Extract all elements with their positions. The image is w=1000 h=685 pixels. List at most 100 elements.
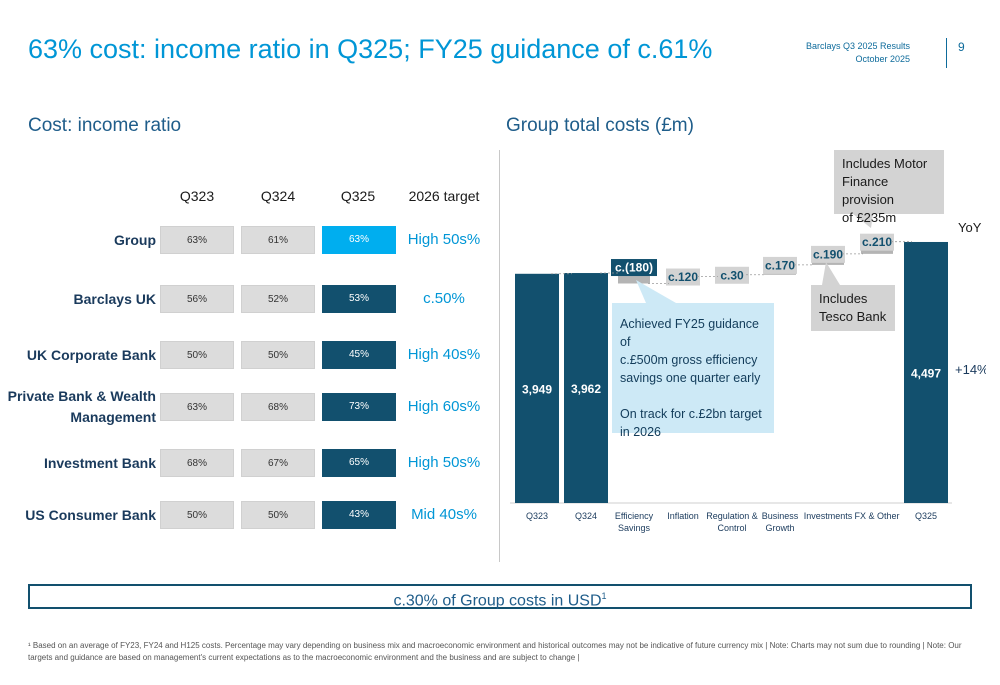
cir-target: High 40s% bbox=[407, 346, 481, 363]
row-label-line: Barclays UK bbox=[73, 290, 157, 307]
row-label-line: Management bbox=[70, 409, 156, 425]
category-label: Q324 bbox=[575, 511, 597, 521]
tesco-callout-line: Tesco Bank bbox=[819, 309, 887, 324]
row-label: US Consumer Bank bbox=[0, 505, 156, 526]
row-label-line: US Consumer Bank bbox=[25, 506, 156, 523]
tesco-callout: Includes Tesco Bank bbox=[811, 285, 895, 331]
cir-target: High 60s% bbox=[407, 398, 481, 415]
cir-target: Mid 40s% bbox=[411, 506, 477, 523]
usd-costs-banner: c.30% of Group costs in USD1 bbox=[28, 584, 972, 609]
efficiency-callout-line: savings one quarter early bbox=[620, 371, 761, 385]
yoy-header: YoY bbox=[958, 220, 982, 235]
efficiency-callout-pointer bbox=[636, 280, 676, 303]
cir-cell-q323: 63% bbox=[160, 226, 234, 254]
efficiency-callout-line: Achieved FY25 guidance of bbox=[620, 317, 759, 349]
row-label-line: Group bbox=[114, 231, 156, 248]
cir-cell-q324: 52% bbox=[241, 285, 315, 313]
group-costs-waterfall-chart: 3,949 3,962 c.(180) c.120 c.30 c.170 c.190 c.21… bbox=[510, 214, 986, 533]
column-header: Q324 bbox=[260, 188, 296, 204]
cir-cell-q325: 65% bbox=[322, 449, 396, 477]
step-bar bbox=[618, 273, 650, 284]
cir-cell-q325: 43% bbox=[322, 501, 396, 529]
row-label-line: UK Corporate Bank bbox=[26, 346, 156, 363]
total-bar-label: 3,962 bbox=[571, 382, 601, 396]
column-header: 2026 target bbox=[408, 188, 480, 204]
cir-cell-q324: 67% bbox=[241, 449, 315, 477]
category-label: Investments bbox=[804, 511, 853, 521]
cir-cell-q323: 63% bbox=[160, 393, 234, 421]
tesco-callout-line: Includes bbox=[819, 291, 868, 306]
cir-cell-q323: 50% bbox=[160, 501, 234, 529]
row-label-line: Private Bank & Wealth bbox=[7, 388, 156, 404]
cir-cell-q324: 68% bbox=[241, 393, 315, 421]
costs-section-title: Group total costs (£m) bbox=[506, 115, 694, 136]
cir-cell-q324: 61% bbox=[241, 226, 315, 254]
motor-callout-line: Includes Motor bbox=[842, 156, 928, 171]
step-label: c.190 bbox=[813, 247, 843, 261]
cir-cell-q325: 73% bbox=[322, 393, 396, 421]
category-label: Inflation bbox=[667, 511, 699, 521]
total-bar bbox=[564, 273, 608, 503]
cir-target: c.50% bbox=[423, 290, 465, 307]
total-bar-label: 3,949 bbox=[522, 382, 552, 396]
cir-cell-q325: 45% bbox=[322, 341, 396, 369]
row-label: Private Bank & Wealth Management bbox=[0, 386, 156, 428]
step-label-box bbox=[811, 245, 845, 263]
category-label: FX & Other bbox=[854, 511, 899, 521]
doc-name: Barclays Q3 2025 Results bbox=[805, 41, 910, 51]
motor-callout-line: of £235m bbox=[842, 210, 897, 225]
cir-cell-q325: 63% bbox=[322, 226, 396, 254]
total-bar bbox=[515, 273, 559, 503]
step-label: c.120 bbox=[668, 270, 698, 284]
category-label: Growth bbox=[765, 523, 794, 533]
usd-banner-text: c.30% of Group costs in USD bbox=[393, 592, 602, 610]
cir-cell-q323: 56% bbox=[160, 285, 234, 313]
total-bar-label: 4,497 bbox=[911, 366, 941, 380]
step-label-box bbox=[763, 256, 797, 274]
category-label: Efficiency bbox=[615, 511, 654, 521]
cir-cell-q324: 50% bbox=[241, 341, 315, 369]
efficiency-callout-line: in 2026 bbox=[620, 425, 662, 439]
doc-date: October 2025 bbox=[855, 54, 910, 64]
cir-cell-q324: 50% bbox=[241, 501, 315, 529]
footnote: ¹ Based on an average of FY23, FY24 and … bbox=[28, 641, 962, 662]
row-label-line: Investment Bank bbox=[43, 454, 156, 471]
page-title: 63% cost: income ratio in Q325; FY25 gui… bbox=[28, 34, 713, 64]
category-label: Q323 bbox=[526, 511, 548, 521]
cir-cell-q323: 68% bbox=[160, 449, 234, 477]
step-label: c.210 bbox=[862, 235, 892, 249]
header-separator bbox=[946, 38, 947, 68]
column-header: Q323 bbox=[179, 188, 215, 204]
category-label: Regulation & bbox=[706, 511, 758, 521]
step-label-box bbox=[611, 259, 657, 277]
step-label: c.(180) bbox=[615, 261, 653, 275]
page-number: 9 bbox=[958, 40, 965, 54]
step-label: c.30 bbox=[720, 268, 744, 282]
cir-cell-q325: 53% bbox=[322, 285, 396, 313]
efficiency-callout-line: c.£500m gross efficiency bbox=[620, 353, 758, 367]
header-doc-info: Barclays Q3 2025 Results October 2025 bbox=[806, 40, 910, 66]
row-label: UK Corporate Bank bbox=[0, 345, 156, 366]
category-label: Q325 bbox=[915, 511, 937, 521]
motor-callout-pointer bbox=[853, 214, 873, 228]
row-label: Barclays UK bbox=[0, 289, 157, 310]
category-label: Business bbox=[762, 511, 799, 521]
efficiency-callout-line: On track for c.£2bn target bbox=[620, 407, 762, 421]
cir-section-title: Cost: income ratio bbox=[28, 115, 182, 136]
category-label: Savings bbox=[618, 523, 651, 533]
row-label: Investment Bank bbox=[0, 453, 156, 474]
motor-finance-callout: Includes Motor Finance provision of £235… bbox=[834, 150, 944, 225]
cir-target: High 50s% bbox=[407, 231, 481, 248]
step-label: c.170 bbox=[765, 258, 795, 272]
total-bar bbox=[904, 241, 948, 503]
efficiency-callout: Achieved FY25 guidance of c.£500m gross … bbox=[612, 303, 774, 439]
motor-callout-line: Finance provision bbox=[842, 174, 895, 207]
category-label: Control bbox=[717, 523, 746, 533]
row-label: Group bbox=[0, 230, 156, 251]
cir-target: High 50s% bbox=[407, 454, 481, 471]
section-divider bbox=[499, 150, 500, 562]
step-label-box bbox=[715, 266, 749, 284]
step-label-box bbox=[860, 233, 894, 251]
column-header: Q325 bbox=[340, 188, 376, 204]
yoy-value: +14% bbox=[955, 362, 986, 377]
